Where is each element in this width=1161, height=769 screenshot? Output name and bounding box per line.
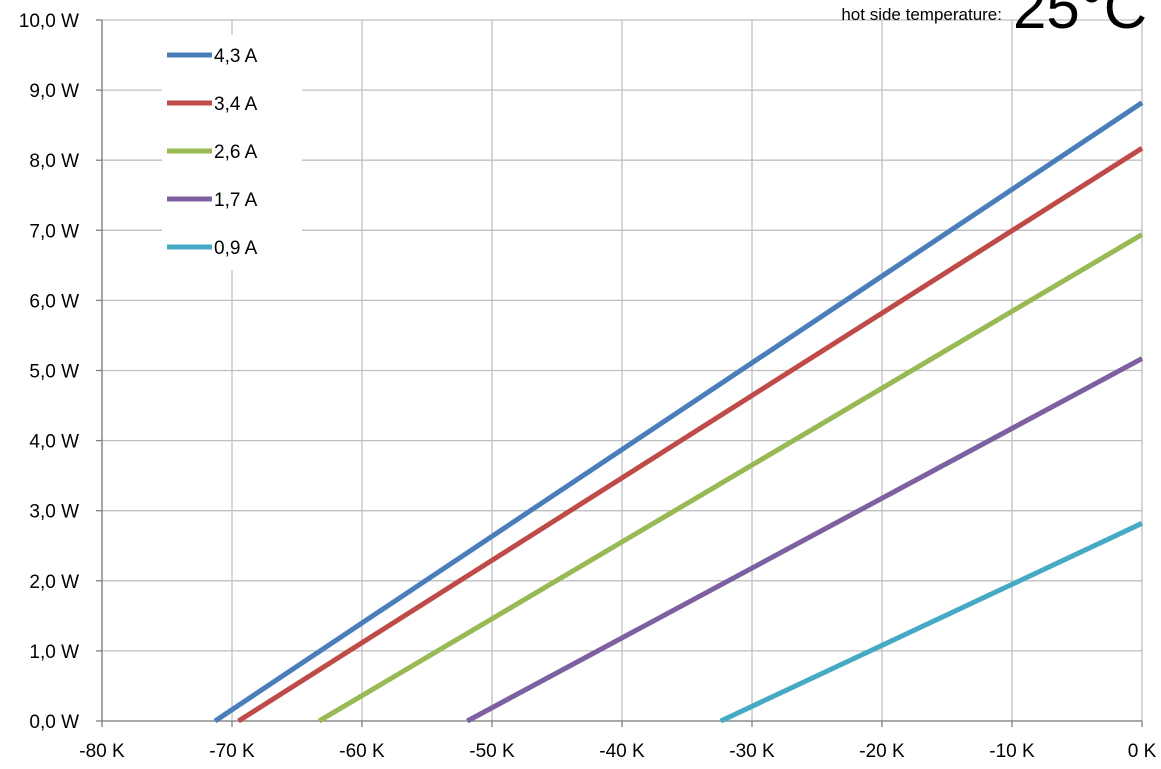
annotation: hot side temperature: 25°C — [841, 0, 1147, 41]
y-tick-label: 5,0 W — [29, 362, 79, 383]
x-tick-label: -80 K — [79, 741, 125, 762]
x-tick-label: -50 K — [469, 741, 515, 762]
series-line-1 — [213, 100, 1144, 724]
y-tick-label: 7,0 W — [29, 221, 79, 242]
legend-label: 1,7 A — [214, 190, 258, 211]
x-tick-label: -20 K — [859, 741, 905, 762]
legend-label: 2,6 A — [214, 142, 258, 163]
x-tick-label: -70 K — [209, 741, 255, 762]
y-tick-label: 2,0 W — [29, 572, 79, 593]
x-tick-label: -60 K — [339, 741, 385, 762]
legend-label: 3,4 A — [214, 94, 258, 115]
y-tick-label: 0,0 W — [29, 712, 79, 733]
legend-label: 0,9 A — [214, 238, 258, 259]
series-lines — [213, 100, 1144, 724]
y-tick-label: 1,0 W — [29, 642, 79, 663]
legend: 4,3 A 3,4 A 2,6 A 1,7 A 0,9 A — [162, 35, 302, 270]
y-tick-label: 10,0 W — [19, 11, 79, 32]
series-line-3 — [317, 232, 1144, 724]
y-tick-label: 9,0 W — [29, 81, 79, 102]
x-tick-label: 0 K — [1128, 741, 1157, 762]
y-tick-label: 3,0 W — [29, 502, 79, 523]
series-line-2 — [237, 146, 1144, 724]
tick-labels: -80 K -70 K -60 K -50 K -40 K -30 K -20 K -10 K… — [19, 11, 1157, 762]
x-tick-label: -40 K — [599, 741, 645, 762]
y-tick-label: 8,0 W — [29, 151, 79, 172]
annotation-label: hot side temperature: — [841, 5, 1002, 24]
series-line-4 — [466, 356, 1144, 724]
x-tick-label: -30 K — [729, 741, 775, 762]
series-line-5 — [719, 521, 1144, 724]
y-tick-label: 4,0 W — [29, 432, 79, 453]
legend-label: 4,3 A — [214, 46, 258, 67]
y-tick-label: 6,0 W — [29, 291, 79, 312]
grid — [96, 19, 1143, 727]
x-tick-label: -10 K — [989, 741, 1035, 762]
annotation-value: 25°C — [1013, 0, 1147, 41]
